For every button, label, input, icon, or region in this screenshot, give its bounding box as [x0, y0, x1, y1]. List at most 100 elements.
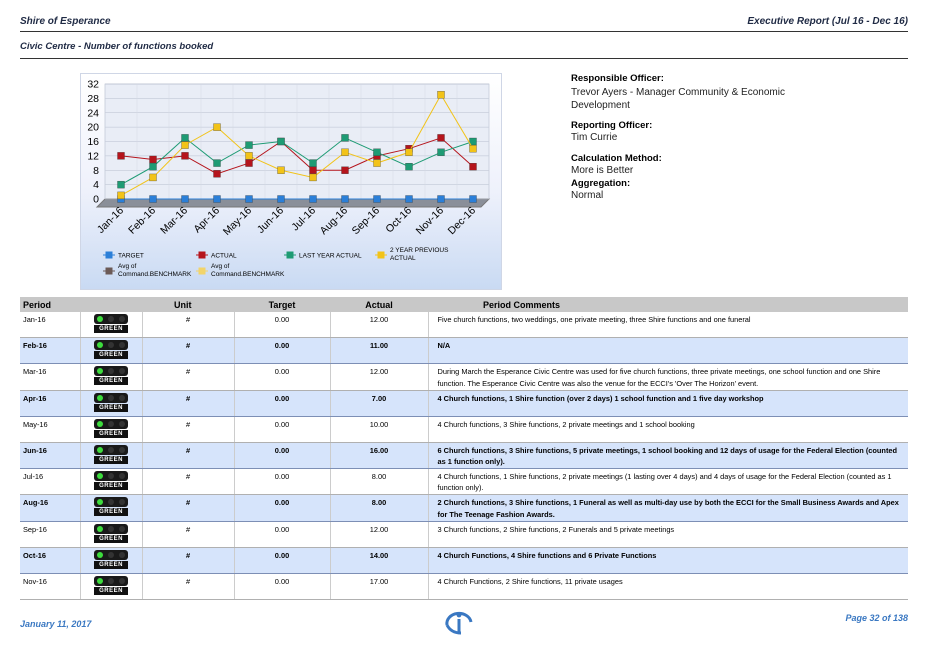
status-indicator: GREEN [80, 442, 143, 470]
status-indicator: GREEN [80, 416, 143, 444]
row-unit: # [142, 442, 235, 470]
row-unit: # [142, 573, 235, 601]
y-tick-label: 16 [87, 136, 99, 148]
row-comment: 4 Church Functions, 2 Shire functions, 1… [428, 573, 908, 601]
data-point [309, 195, 317, 203]
status-indicator: GREEN [80, 363, 143, 391]
period-table: Period Unit Target Actual Period Comment… [20, 297, 908, 601]
data-point [373, 148, 381, 156]
data-point [213, 159, 221, 167]
x-tick-label: Jul-16 [289, 205, 318, 234]
data-point [181, 141, 189, 149]
x-tick-label: Jun-16 [255, 205, 286, 236]
table-row: Jan-16 GREEN #0.00 12.00 Five church functio… [20, 312, 908, 339]
data-point [437, 195, 445, 203]
header-divider [20, 31, 908, 32]
status-label: GREEN [94, 377, 128, 386]
y-tick-label: 8 [93, 165, 99, 177]
table-row: Nov-16 GREEN #0.00 17.00 4 Church Functions,… [20, 573, 908, 601]
row-target: 0.00 [234, 337, 331, 365]
row-unit: # [142, 521, 235, 548]
status-indicator: GREEN [80, 468, 143, 496]
data-point [309, 173, 317, 182]
data-point [341, 148, 349, 156]
data-point [213, 195, 221, 203]
data-point [277, 166, 285, 174]
table-row: Jul-16 GREEN #0.00 8.00 4 Church functions, … [20, 468, 908, 496]
row-period: Aug-16 [20, 494, 81, 522]
legend-swatch [286, 251, 294, 259]
series-line [120, 137, 474, 175]
traffic-light-icon: GREEN [94, 549, 128, 570]
row-period: Oct-16 [20, 546, 81, 575]
row-period: Apr-16 [20, 389, 81, 417]
row-target: 0.00 [234, 363, 331, 391]
data-point [149, 163, 157, 171]
legend-swatch [105, 251, 113, 259]
table-row: Aug-16 GREEN #0.00 8.00 2 Church functions, … [20, 494, 908, 522]
table-header-row: Period Unit Target Actual Period Comment… [20, 297, 908, 312]
row-actual: 12.00 [330, 363, 429, 391]
row-actual: 8.00 [330, 468, 429, 496]
x-tick-label: Sep-16 [350, 205, 383, 238]
traffic-light-icon: GREEN [94, 392, 128, 413]
x-tick-label: Mar-16 [158, 205, 190, 237]
row-target: 0.00 [234, 494, 331, 522]
traffic-light-icon: GREEN [94, 523, 128, 544]
legend-swatch [198, 267, 206, 275]
row-actual: 8.00 [330, 494, 429, 522]
table-row: May-16 GREEN #0.00 10.00 4 Church functions,… [20, 416, 908, 444]
row-unit: # [142, 389, 235, 417]
data-point [277, 195, 285, 203]
status-indicator: GREEN [80, 546, 143, 575]
traffic-light-icon: GREEN [94, 366, 128, 386]
data-point [341, 195, 349, 203]
y-tick-label: 32 [87, 79, 99, 91]
status-indicator: GREEN [80, 573, 143, 601]
data-point [373, 195, 381, 203]
row-target: 0.00 [234, 416, 331, 444]
row-target: 0.00 [234, 312, 331, 339]
x-tick-label: May-16 [221, 205, 254, 238]
x-tick-label: Feb-16 [126, 205, 158, 237]
x-tick-label: Jan-16 [95, 205, 126, 236]
legend-label: Avg of Command.BENCHMARK [211, 263, 285, 278]
status-label: GREEN [94, 534, 128, 543]
series-line [120, 93, 474, 196]
x-tick-label: Oct-16 [383, 205, 414, 236]
data-point [469, 195, 477, 203]
data-point [405, 163, 413, 171]
data-point [117, 180, 125, 189]
row-target: 0.00 [234, 573, 331, 601]
data-point [469, 145, 477, 153]
traffic-light-icon: GREEN [94, 471, 128, 491]
info-panel: Responsible Officer: Trevor Ayers - Mana… [571, 73, 811, 202]
data-point [181, 152, 189, 160]
table-row: Feb-16 GREEN #0.00 11.00 N/A [20, 337, 908, 365]
row-period: May-16 [20, 416, 81, 444]
calculation-method-value: More is Better [571, 165, 634, 176]
status-indicator: GREEN [80, 521, 143, 548]
row-period: Jun-16 [20, 442, 81, 470]
row-comment: 2 Church functions, 3 Shire functions, 1… [428, 494, 908, 522]
data-point [181, 195, 189, 203]
row-unit: # [142, 546, 235, 575]
row-comment: Five church functions, two weddings, one… [428, 312, 908, 339]
row-unit: # [142, 337, 235, 365]
row-actual: 17.00 [330, 573, 429, 601]
traffic-light-icon: GREEN [94, 418, 128, 439]
x-tick-label: Aug-16 [318, 205, 351, 238]
y-tick-label: 12 [87, 150, 99, 162]
footer-date: January 11, 2017 [20, 619, 92, 629]
row-target: 0.00 [234, 442, 331, 470]
status-label: GREEN [94, 351, 128, 360]
data-point [245, 195, 253, 203]
row-comment: N/A [428, 337, 908, 365]
row-comment: 6 Church functions, 3 Shire functions, 5… [428, 442, 908, 470]
data-point [437, 148, 445, 156]
legend-label: ACTUAL [211, 253, 237, 260]
row-actual: 12.00 [330, 521, 429, 548]
data-point [213, 123, 221, 131]
y-tick-label: 24 [87, 107, 99, 119]
traffic-light-icon: GREEN [94, 314, 128, 334]
